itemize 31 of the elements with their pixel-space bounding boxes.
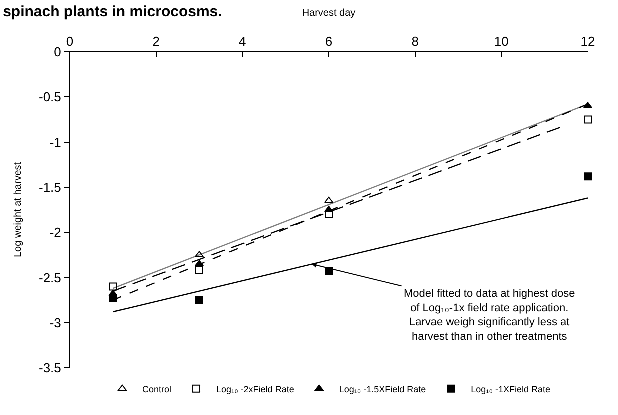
point xyxy=(196,296,204,304)
y-tick-label: -0.5 xyxy=(38,90,62,105)
point xyxy=(325,267,333,276)
legend-label: Control xyxy=(142,384,172,394)
y-tick-label: -3.5 xyxy=(38,360,62,376)
annotation: Model fitted to data at highest dose of Log₁₀-1x field rate application. Larvae weigh significantly less at harvest than in other treatments xyxy=(404,288,576,343)
point xyxy=(196,266,204,274)
legend-label: Log₁₀ -1.5XField Rate xyxy=(339,384,426,394)
legend-label: Log₁₀ -1XField Rate xyxy=(471,384,550,394)
point xyxy=(109,294,118,302)
x-tick-label: 4 xyxy=(239,34,246,49)
y-tick-label: -2.5 xyxy=(38,270,62,286)
x-tick-label: 0 xyxy=(66,34,74,49)
point xyxy=(109,282,118,291)
y-tick-label: -1 xyxy=(50,134,62,150)
y-axis-title: Log weight at harvest xyxy=(12,162,24,258)
point xyxy=(584,116,592,124)
x-tick-label: 10 xyxy=(494,34,509,49)
x-axis-title: Harvest day xyxy=(302,8,356,19)
legend-label: Log₁₀ -2xField Rate xyxy=(216,384,294,394)
x-tick-label: 8 xyxy=(412,34,419,49)
y-tick-label: -1.5 xyxy=(38,180,62,195)
y-tick-label: -3 xyxy=(50,315,62,330)
x-tick-label: 2 xyxy=(152,34,160,49)
chart-title: spinach plants in microcosms. xyxy=(3,4,222,21)
point xyxy=(584,172,592,181)
x-tick-label: 6 xyxy=(325,34,333,49)
y-tick-label: 0 xyxy=(54,44,62,60)
x-tick-label: 12 xyxy=(580,34,596,49)
y-tick-label: -2 xyxy=(50,225,62,240)
point xyxy=(324,196,334,204)
